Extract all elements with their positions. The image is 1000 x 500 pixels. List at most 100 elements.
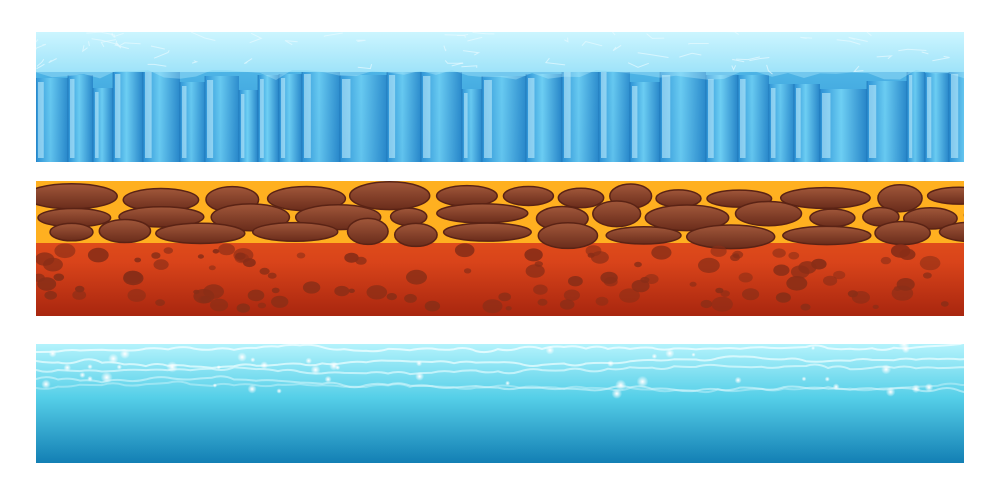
lava-pebble [525, 264, 545, 278]
ice-column-shine [182, 86, 187, 158]
lava-rock [537, 222, 599, 250]
water-sparkle [250, 357, 256, 363]
ice-column-shine [304, 74, 311, 158]
ice-top-crust [36, 32, 964, 72]
lava-pebble [595, 296, 609, 306]
ice-crack [627, 62, 649, 68]
water-sparkle [824, 376, 830, 382]
lava-rock [605, 226, 682, 245]
lava-rock [348, 181, 431, 211]
lava-pebble [880, 256, 892, 265]
lava-pebble [454, 243, 475, 258]
lava-pebble [891, 285, 914, 301]
lava-rock [926, 186, 964, 205]
water-sparkle [116, 364, 123, 370]
ice-crack [853, 65, 864, 73]
lava-pebble [153, 259, 169, 270]
lava-pebble [36, 273, 45, 282]
lava-pebble [533, 284, 548, 295]
lava-pebble [302, 281, 321, 294]
ice-column-shine [423, 76, 431, 158]
lava-pebble [644, 274, 659, 284]
ice-crack [357, 63, 373, 70]
ice-crack [472, 32, 495, 35]
lava-rock [779, 186, 871, 210]
lava-pebble [833, 270, 846, 280]
ice-column-shine [484, 80, 492, 158]
water-sparkle [911, 384, 921, 394]
lava-pebble [271, 295, 289, 308]
ice-crack [461, 65, 478, 68]
lava-rock [442, 222, 532, 242]
ice-column-shine [662, 75, 671, 158]
ice-column-shine [281, 78, 286, 158]
ice-crack [115, 40, 122, 49]
ice-column-shine [115, 74, 121, 158]
water-sparkle [801, 376, 807, 382]
water-sparkles [41, 344, 934, 399]
lava-pebble [366, 285, 388, 300]
ice-crack [679, 52, 702, 58]
ice-crack [284, 40, 298, 46]
water-sparkle [885, 387, 896, 397]
lava-pebble [406, 269, 427, 285]
water-ripples [36, 344, 964, 394]
ice-crack [932, 55, 950, 62]
lava-pebble [155, 299, 165, 306]
lava-pebble [203, 284, 225, 299]
lava-pebble [271, 287, 280, 294]
water-sparkle [636, 375, 649, 388]
lava-pebble [899, 248, 916, 260]
lava-pebble [651, 245, 672, 260]
lava-pebble [463, 268, 472, 274]
lava-rock-tile [36, 181, 964, 316]
lava-pebble [720, 290, 730, 297]
lava-rock [874, 220, 931, 246]
lava-rock [251, 221, 339, 242]
lava-pebble [742, 288, 760, 301]
water-sparkle [691, 352, 696, 357]
lava-pebble [247, 289, 265, 302]
ice-column-shine [464, 93, 468, 158]
water-sparkle [216, 365, 221, 370]
lava-pebble [296, 252, 306, 259]
ice-crack [866, 32, 872, 37]
lava-pebble [738, 272, 753, 283]
water-surface-tile [36, 344, 964, 463]
water-sparkle [276, 388, 282, 394]
ice-column-shine [389, 75, 396, 158]
lava-pebble [730, 254, 740, 262]
ice-column-shine [95, 92, 99, 158]
water-sparkle [734, 376, 742, 384]
water-ripple [36, 363, 964, 376]
water-sparkle [237, 352, 247, 362]
water-surface-graphic [36, 344, 964, 463]
water-sparkle [63, 363, 72, 372]
water-sparkle [100, 371, 113, 384]
water-sparkle [898, 344, 910, 350]
lava-rock [346, 217, 389, 246]
lava-pebble [786, 276, 808, 291]
ice-crack [443, 45, 447, 52]
ice-column-shine [822, 93, 831, 158]
lava-pebble [193, 289, 200, 295]
ice-crack [848, 36, 868, 42]
ice-crack [637, 52, 669, 58]
ice-column-shine [740, 79, 746, 158]
ice-crack [646, 33, 665, 39]
water-sparkle [305, 357, 313, 365]
ice-crack [456, 34, 466, 38]
water-ripple [36, 355, 964, 369]
lava-pebble [87, 247, 109, 263]
ice-crack [191, 60, 199, 64]
lava-pebble [123, 270, 142, 284]
water-sparkle [611, 388, 623, 399]
ice-crack [81, 45, 88, 53]
water-sparkle [41, 379, 51, 389]
ice-crack [244, 58, 253, 64]
water-sparkle [505, 380, 511, 386]
lava-pebble [235, 252, 246, 260]
lava-pebble [75, 285, 85, 293]
lava-pebble [537, 298, 548, 306]
ice-crack [36, 63, 45, 70]
